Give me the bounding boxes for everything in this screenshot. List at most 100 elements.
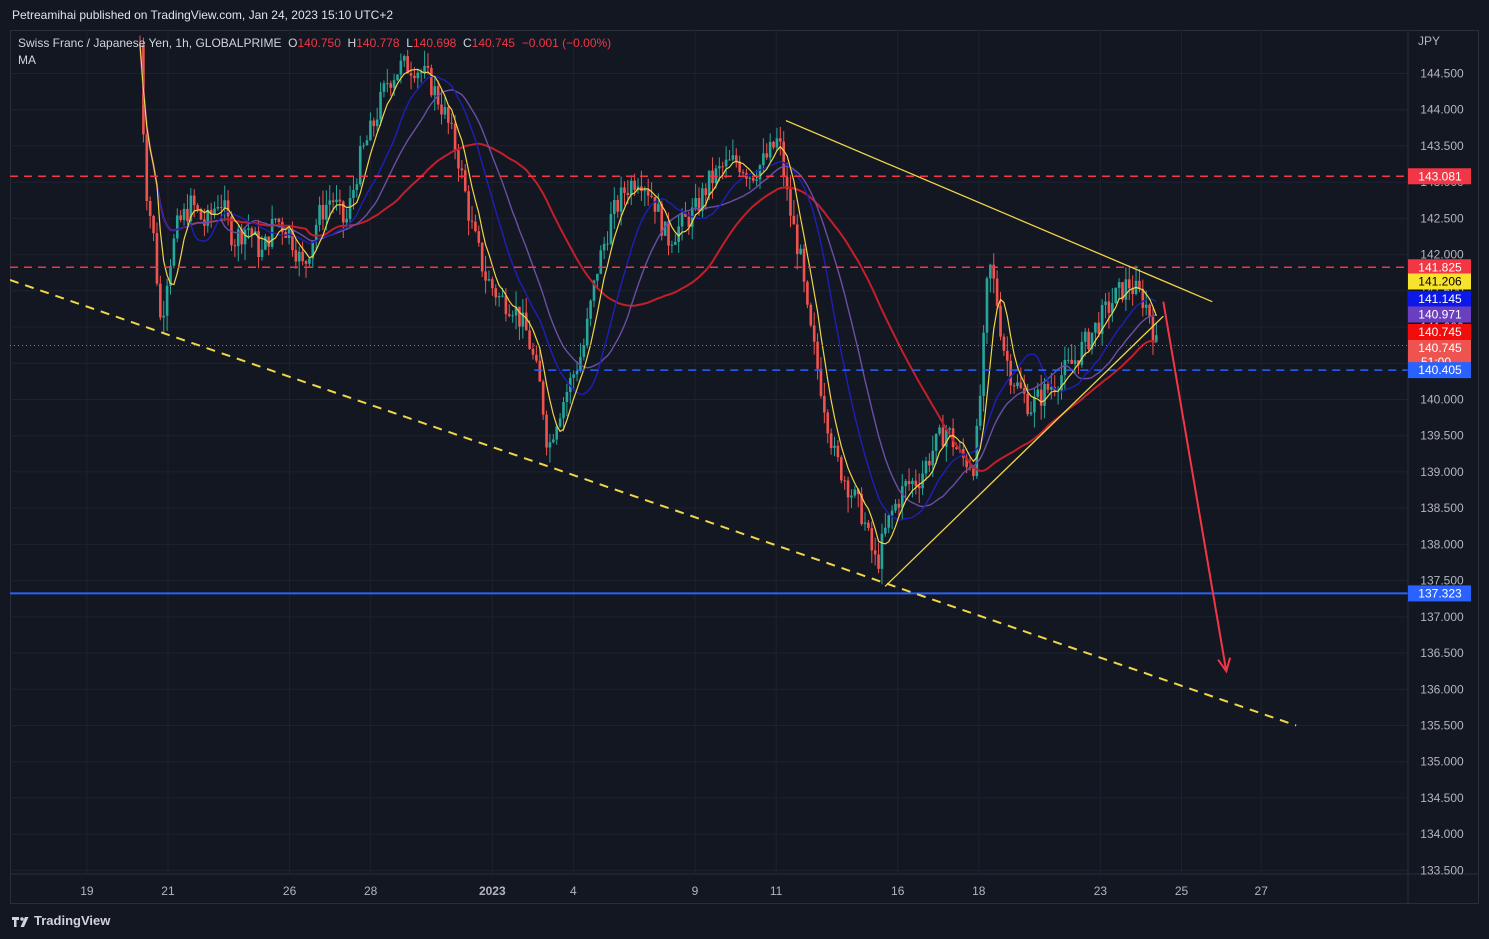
candle-body xyxy=(626,192,630,195)
candle-body xyxy=(870,528,874,551)
candle-body xyxy=(694,198,697,208)
candle-body xyxy=(511,315,514,317)
candle-body xyxy=(795,224,799,254)
candle-body xyxy=(406,56,409,74)
candle-body xyxy=(741,172,745,174)
price-label-bg xyxy=(1408,168,1471,185)
legend-close-label: C xyxy=(463,36,472,50)
candle-body xyxy=(335,199,338,203)
candle-body xyxy=(748,177,752,179)
candle-body xyxy=(548,442,552,448)
candle-body xyxy=(809,304,813,326)
candle-body xyxy=(718,166,721,169)
time-tick-label: 19 xyxy=(80,884,94,898)
candle-body xyxy=(538,360,542,382)
price-label-bg xyxy=(1408,324,1471,340)
candle-body xyxy=(558,418,562,427)
candle-body xyxy=(938,427,941,434)
candle-body xyxy=(1155,335,1158,342)
candle-body xyxy=(1083,331,1087,342)
candle-body xyxy=(1002,336,1006,351)
candle-body xyxy=(409,73,413,76)
candle-body xyxy=(1063,360,1067,376)
brand[interactable]: TradingView xyxy=(12,913,110,928)
price-label-tag: 141.206 xyxy=(1408,273,1471,290)
price-tick-label: 144.500 xyxy=(1420,66,1464,80)
candle-body xyxy=(301,251,304,262)
candle-body xyxy=(707,170,711,196)
price-tick-label: 140.000 xyxy=(1420,392,1464,406)
legend-indicator-ma[interactable]: MA xyxy=(18,53,36,67)
legend-symbol[interactable]: Swiss Franc / Japanese Yen, 1h, GLOBALPR… xyxy=(18,36,282,50)
candle-body xyxy=(545,414,548,448)
candle-body xyxy=(579,356,582,371)
candle-body xyxy=(433,86,437,96)
candle-body xyxy=(931,450,935,466)
candle-body xyxy=(643,190,647,192)
candle-body xyxy=(1050,387,1053,390)
candle-body xyxy=(575,370,579,375)
candle-body xyxy=(453,123,457,151)
candle-body xyxy=(362,145,365,147)
price-tick-label: 142.500 xyxy=(1420,211,1464,225)
price-label-tag: 140.971 xyxy=(1408,306,1471,323)
candle-body xyxy=(487,279,491,281)
price-chart[interactable]: 144.500144.000143.500143.000142.500142.0… xyxy=(10,30,1479,904)
candle-body xyxy=(304,261,308,264)
candle-body xyxy=(416,72,420,79)
price-label-text: 140.745 xyxy=(1418,341,1462,355)
candle-body xyxy=(152,215,155,234)
candle-body xyxy=(989,264,992,279)
candle-body xyxy=(257,231,260,258)
price-tick-label: 142.000 xyxy=(1420,248,1464,262)
price-label-tag: 143.081 xyxy=(1408,168,1471,185)
candle-body xyxy=(382,83,386,92)
candle-body xyxy=(325,204,328,220)
candle-body xyxy=(369,120,372,141)
candle-body xyxy=(663,221,667,236)
candle-body xyxy=(1087,331,1090,350)
candle-body xyxy=(836,445,840,458)
candle-body xyxy=(552,439,555,443)
candle-body xyxy=(884,527,887,534)
candle-body xyxy=(460,168,464,171)
tradingview-logo-icon xyxy=(12,916,29,927)
time-tick-label: 23 xyxy=(1094,884,1108,898)
grid-lines xyxy=(10,30,1408,874)
price-label-text: 137.323 xyxy=(1418,586,1462,600)
candle-body xyxy=(623,187,626,193)
price-tick-label: 136.000 xyxy=(1420,682,1464,696)
candle-body xyxy=(823,395,826,413)
candle-body xyxy=(1073,360,1077,364)
time-tick-label: 27 xyxy=(1255,884,1269,898)
candle-body xyxy=(494,288,498,298)
time-tick-label: 16 xyxy=(891,884,905,898)
candle-body xyxy=(948,428,952,430)
candle-body xyxy=(213,208,216,215)
candle-body xyxy=(565,392,569,402)
candle-body xyxy=(318,204,321,225)
candle-body xyxy=(243,229,247,245)
candle-body xyxy=(274,218,277,220)
time-tick-label: 26 xyxy=(283,884,297,898)
candle-body xyxy=(223,200,227,208)
candle-body xyxy=(684,213,687,217)
candle-body xyxy=(379,91,382,120)
chart-legend: Swiss Franc / Japanese Yen, 1h, GLOBALPR… xyxy=(18,35,611,69)
candle-body xyxy=(541,381,545,415)
time-tick-label: 9 xyxy=(692,884,699,898)
candle-body xyxy=(372,120,376,127)
ma-fast-line xyxy=(139,44,1157,545)
price-tick-label: 144.000 xyxy=(1420,103,1464,117)
candle-body xyxy=(426,65,430,68)
candle-body xyxy=(1117,282,1121,288)
candle-body xyxy=(1039,389,1043,406)
candle-body xyxy=(877,554,880,569)
legend-open-label: O xyxy=(288,36,298,50)
candle-body xyxy=(321,204,325,220)
candle-body xyxy=(1060,375,1063,391)
candle-body xyxy=(890,510,894,516)
candle-body xyxy=(375,119,379,127)
price-label-tag: 137.323 xyxy=(1408,585,1471,602)
candle-body xyxy=(856,489,860,494)
